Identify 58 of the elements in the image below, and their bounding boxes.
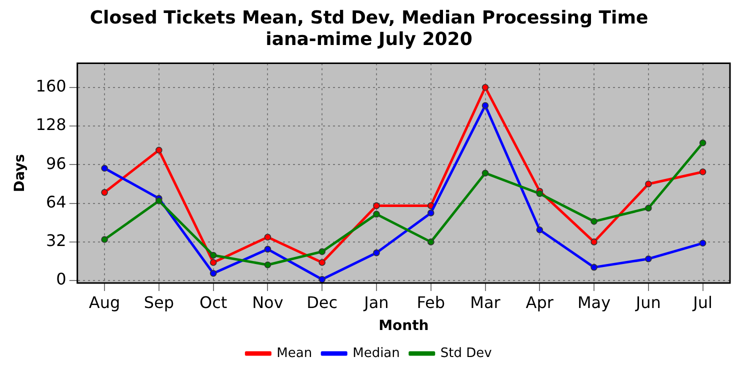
point	[156, 197, 162, 204]
point	[210, 252, 217, 259]
point	[210, 259, 217, 266]
point	[645, 255, 652, 262]
x-tick-label: Nov	[252, 292, 284, 312]
x-tick-label: May	[577, 292, 611, 312]
point	[699, 168, 706, 176]
point	[156, 146, 162, 154]
point	[645, 204, 652, 212]
point	[264, 246, 272, 253]
y-tick-label: 64	[46, 192, 66, 212]
point	[318, 248, 326, 255]
point	[427, 238, 434, 246]
y-tick-label: 32	[46, 231, 66, 250]
point	[101, 189, 108, 196]
point	[210, 270, 217, 277]
x-tick-label: Feb	[416, 292, 446, 312]
point	[101, 164, 108, 172]
point	[699, 140, 706, 146]
y-tick-label: 160	[36, 76, 66, 96]
point	[482, 102, 489, 109]
point	[645, 180, 652, 188]
point	[373, 249, 380, 256]
point	[318, 276, 326, 283]
point	[699, 240, 706, 247]
point	[536, 226, 544, 234]
x-tick-label: Jan	[363, 292, 389, 312]
x-axis-title: Month	[378, 318, 429, 334]
legend-label: Std Dev	[440, 346, 492, 361]
point	[536, 190, 544, 198]
point	[101, 236, 108, 243]
x-tick-label: Mar	[470, 292, 501, 312]
y-tick-label: 96	[46, 154, 66, 173]
legend-label: Median	[352, 346, 400, 361]
x-tick-label: Aug	[88, 292, 120, 312]
point	[482, 84, 489, 91]
point	[590, 238, 598, 246]
chart-title: Closed Tickets Mean, Std Dev, Median Processing Time	[90, 7, 648, 28]
y-tick-label: 0	[56, 270, 66, 289]
legend-label: Mean	[276, 346, 312, 361]
x-tick-label: Dec	[306, 292, 338, 312]
x-tick-label: Oct	[199, 292, 228, 312]
point	[373, 210, 380, 218]
point	[482, 170, 489, 176]
y-axis-title: Days	[12, 154, 28, 192]
point	[373, 202, 380, 210]
point	[264, 234, 272, 241]
point	[318, 259, 326, 266]
point	[590, 218, 598, 225]
x-tick-label: Jun	[634, 292, 661, 312]
point	[590, 264, 598, 271]
point	[264, 261, 272, 268]
x-tick-label: Jul	[692, 292, 712, 312]
point	[427, 210, 434, 216]
x-tick-label: Sep	[144, 292, 174, 312]
chart-subtitle: iana-mime July 2020	[266, 29, 472, 50]
y-tick-label: 128	[36, 115, 66, 134]
x-tick-label: Apr	[526, 292, 554, 312]
